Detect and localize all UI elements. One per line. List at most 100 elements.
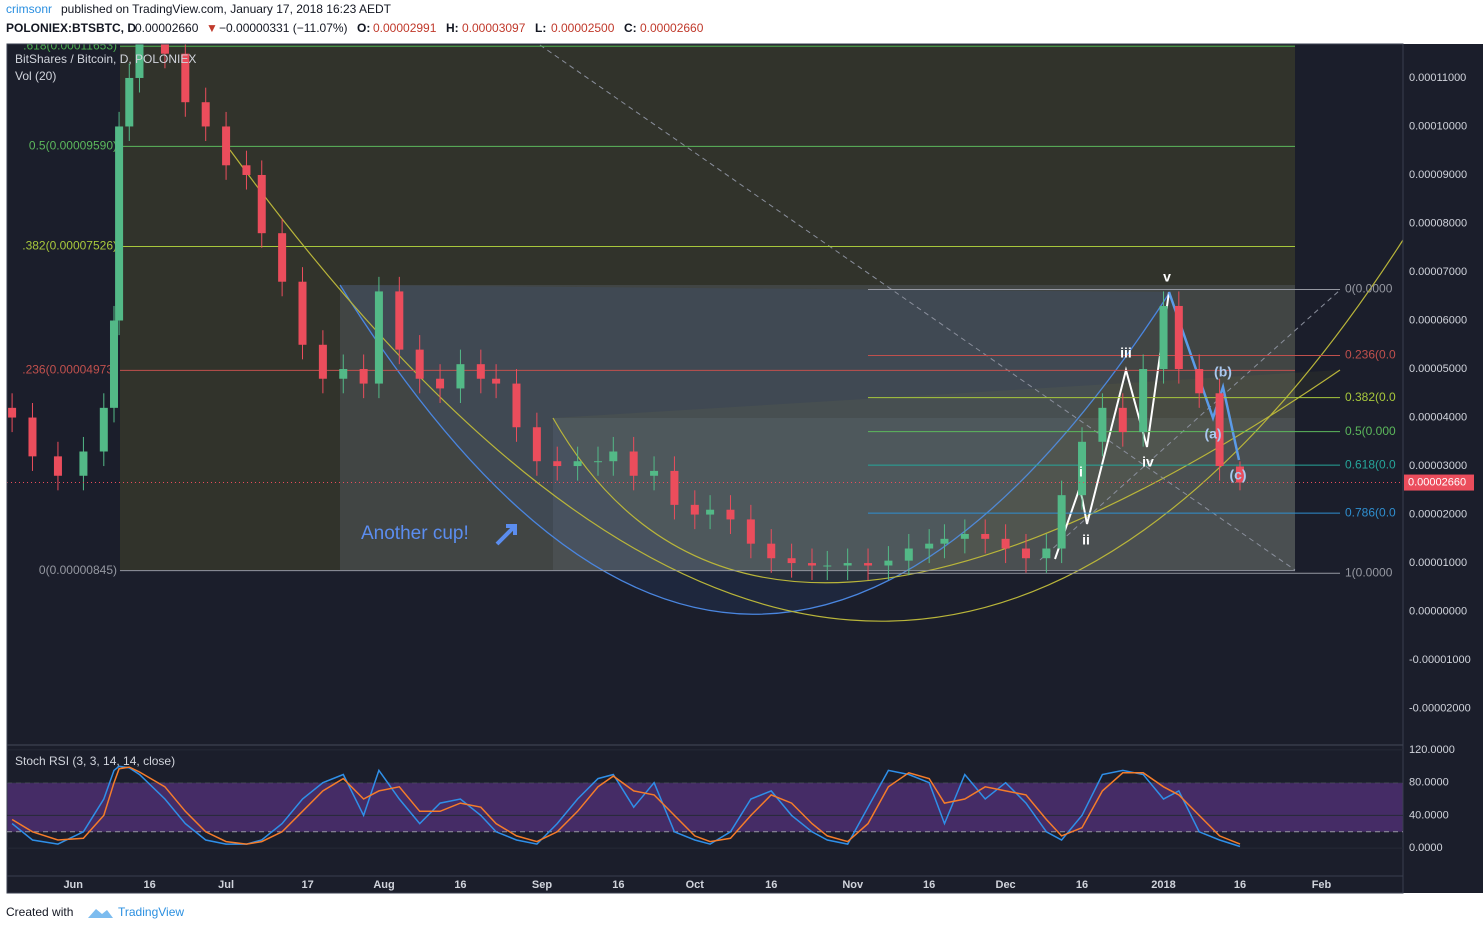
candle-body (807, 563, 816, 566)
candle-body (940, 538, 949, 544)
candle-body (1057, 495, 1066, 549)
arrow (495, 524, 517, 546)
x-tick-label: 2018 (1151, 879, 1175, 891)
x-tick-label: 16 (612, 879, 624, 891)
fib-label: 0(0.0000 (1345, 282, 1393, 296)
fib-label: .382(0.00007526) (22, 239, 117, 253)
down-arrow: ▼ (206, 21, 218, 35)
candle-body (884, 560, 893, 566)
logo (88, 909, 113, 918)
candle-body (1001, 538, 1010, 549)
candle-body (706, 509, 715, 515)
ohlc-value: 0.00002500 (551, 21, 615, 35)
x-tick-label: Feb (1312, 879, 1332, 891)
x-tick-label: 16 (923, 879, 935, 891)
candle-body (135, 44, 144, 78)
candle-body (1118, 407, 1127, 433)
x-tick-label: Jun (63, 879, 83, 891)
y-tick-label: -0.00001000 (1409, 654, 1471, 666)
candle-body (1235, 466, 1244, 483)
last-price-box (1404, 474, 1474, 491)
symbol: POLONIEX:BTSBTC, D (6, 21, 136, 35)
y-tick-label: 0.00001000 (1409, 557, 1467, 569)
x-tick-label: 16 (144, 879, 156, 891)
x-tick-label: 16 (454, 879, 466, 891)
candle-body (476, 364, 485, 379)
ohlc-key: C: (624, 21, 637, 35)
candle-body (726, 509, 735, 520)
ohlc-key: O: (357, 21, 370, 35)
change: −0.00000331 (−11.07%) (219, 21, 348, 35)
candle-body (690, 504, 699, 515)
y-tick-label: 0.0000 (1409, 842, 1443, 854)
candle-body (415, 349, 424, 379)
candle-body (395, 291, 404, 350)
candle-body (339, 369, 348, 379)
x-tick-label: Jul (218, 879, 234, 891)
y-tick-label: 40.0000 (1409, 809, 1449, 821)
x-tick-label: Oct (686, 879, 705, 891)
candle-body (1078, 441, 1087, 496)
wave-label: v (1163, 269, 1171, 285)
y-tick-label: 0.00004000 (1409, 411, 1467, 423)
candle-body (359, 369, 368, 384)
candle-body (1042, 548, 1051, 559)
stoch-band (7, 782, 1403, 832)
candle-body (532, 427, 541, 462)
candle-body (981, 533, 990, 539)
wave-label: i (1079, 464, 1083, 480)
candle-body (8, 407, 17, 418)
y-tick-label: 0.00000000 (1409, 605, 1467, 617)
ohlc-value: 0.00003097 (462, 21, 526, 35)
fib-label: .618(0.00011653) (23, 38, 117, 52)
x-tick-label: 16 (765, 879, 777, 891)
candle-body (1159, 305, 1168, 370)
elliott-wave (1054, 291, 1170, 560)
candle-body (115, 126, 124, 321)
candle-body (1195, 369, 1204, 394)
fib-label: 0.5(0.00009590) (29, 139, 117, 153)
candle-body (650, 470, 659, 476)
candle-body (1215, 393, 1224, 467)
candle-body (823, 565, 832, 567)
y-tick-label: 0.00008000 (1409, 217, 1467, 229)
ohlc-key: H: (446, 21, 459, 35)
author[interactable]: crimsonr (6, 2, 52, 16)
candle-body (181, 53, 190, 103)
candle-body (99, 407, 108, 452)
y-tick-label: 120.0000 (1409, 744, 1455, 756)
x-tick-label: Nov (842, 879, 864, 891)
candle-body (109, 320, 118, 408)
drawings (120, 44, 1403, 622)
y-tick-label: 0.00006000 (1409, 314, 1467, 326)
candle-body (670, 470, 679, 505)
candle-body (553, 461, 562, 467)
candle-body (925, 543, 934, 549)
fib-label: 0.382(0.0 (1345, 390, 1396, 404)
x-tick-label: 16 (1076, 879, 1088, 891)
trend-line (539, 44, 1296, 571)
fib-label: 0.5(0.000 (1345, 424, 1396, 438)
candle-body (374, 291, 383, 384)
time-axis-background (7, 876, 1403, 893)
wave-label: ii (1082, 532, 1090, 548)
footer-brand[interactable]: TradingView (118, 905, 184, 919)
x-tick-label: 16 (1234, 879, 1246, 891)
wave-label: (a) (1204, 426, 1221, 442)
candle-body (436, 378, 445, 389)
x-tick-label: Dec (996, 879, 1016, 891)
last-price-label: 0.00002660 (1408, 476, 1466, 488)
y-tick-label: 0.00003000 (1409, 460, 1467, 472)
candle-body (512, 383, 521, 428)
y-tick-label: 0.00002000 (1409, 508, 1467, 520)
ohlc-key: L: (535, 21, 546, 35)
fib-label: 0(0.00000845) (39, 563, 117, 577)
candle-body (629, 451, 638, 476)
candle-body (767, 543, 776, 559)
candle-body (1174, 305, 1183, 370)
candle-body (904, 548, 913, 561)
wave-label: iii (1120, 345, 1132, 361)
fib-zone (340, 285, 1295, 570)
